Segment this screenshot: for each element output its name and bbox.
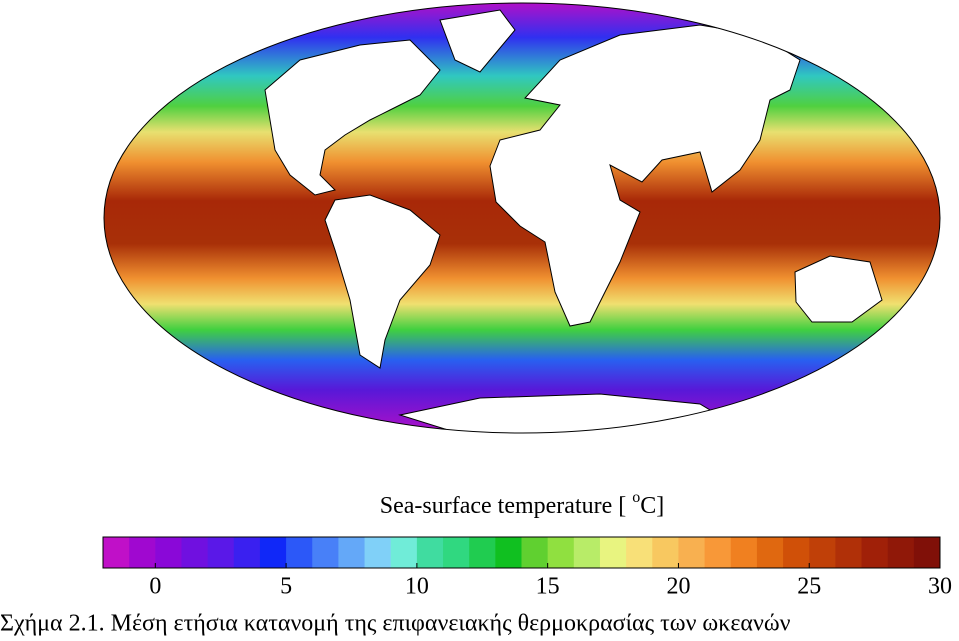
- tick-label: 30: [928, 574, 952, 600]
- tick-label: 15: [536, 574, 560, 600]
- color-bin: [495, 537, 522, 568]
- land: [264, 9, 883, 433]
- color-bin: [390, 537, 418, 568]
- color-bin: [521, 537, 549, 568]
- color-bin: [181, 537, 209, 568]
- label-sup: o: [632, 489, 640, 506]
- color-bin: [103, 537, 130, 568]
- color-bin: [887, 537, 915, 568]
- tick-label: 20: [666, 574, 690, 600]
- map-border: [103, 2, 941, 434]
- caption: Σχήμα 2.1. Μέση ετήσια κατανομή της επιφ…: [0, 611, 791, 637]
- color-bin: [155, 537, 182, 568]
- color-bin: [704, 537, 732, 568]
- colorbar-label: Sea-surface temperature [ oC]: [380, 489, 665, 519]
- color-bin: [573, 537, 601, 568]
- tick-label: 0: [149, 574, 161, 600]
- color-bin: [364, 537, 392, 568]
- color-bin: [599, 537, 627, 568]
- map: [104, 3, 940, 433]
- label-end: C]: [640, 493, 664, 519]
- color-bin: [756, 537, 784, 568]
- color-bin: [233, 537, 261, 568]
- color-bin: [626, 537, 653, 568]
- tick-label: 10: [405, 574, 429, 600]
- tick-label: 25: [797, 574, 821, 600]
- color-bin: [652, 537, 679, 568]
- color-bin: [730, 537, 758, 568]
- color-bin: [259, 537, 287, 568]
- color-bin: [861, 537, 889, 568]
- color-bin: [469, 537, 496, 568]
- color-bin: [129, 537, 156, 568]
- color-bin: [913, 537, 941, 568]
- color-bin: [547, 537, 575, 568]
- color-bin: [416, 537, 444, 568]
- color-bin: [678, 537, 706, 568]
- colorbar-border: [102, 536, 941, 569]
- color-bin: [835, 537, 863, 568]
- colorbar: 0 5 10 15 20 25 30: [103, 537, 952, 600]
- color-bin: [207, 537, 235, 568]
- color-bin: [312, 537, 339, 568]
- color-bin: [809, 537, 836, 568]
- label-text: Sea-surface temperature [: [380, 493, 633, 519]
- color-bin: [338, 537, 366, 568]
- color-bin: [286, 537, 313, 568]
- color-bin: [783, 537, 810, 568]
- tick-label: 5: [280, 574, 292, 600]
- color-bin: [443, 537, 470, 568]
